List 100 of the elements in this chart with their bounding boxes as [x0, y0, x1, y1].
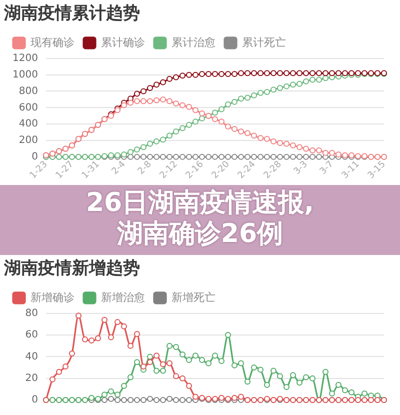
- point: [147, 154, 153, 160]
- chart-title: 湖南疫情累计趋势: [3, 4, 140, 24]
- point: [270, 138, 276, 144]
- point: [134, 154, 140, 160]
- point: [173, 100, 179, 107]
- point: [166, 76, 172, 82]
- point: [225, 101, 231, 108]
- point: [88, 337, 94, 344]
- point: [180, 72, 186, 79]
- point: [244, 70, 250, 76]
- point: [303, 78, 309, 84]
- point: [296, 154, 302, 160]
- y-tick-label: 20: [25, 372, 38, 384]
- point: [121, 382, 127, 389]
- point: [290, 70, 296, 76]
- point: [310, 76, 316, 83]
- point: [69, 350, 75, 356]
- point: [88, 394, 94, 401]
- point: [322, 150, 328, 156]
- point: [316, 76, 322, 83]
- point: [186, 104, 192, 110]
- point: [218, 118, 224, 125]
- point: [154, 368, 160, 374]
- point: [166, 342, 172, 349]
- point: [186, 154, 192, 160]
- point: [206, 360, 212, 366]
- point: [50, 376, 56, 382]
- point: [108, 388, 114, 394]
- point: [270, 154, 276, 160]
- point: [114, 397, 120, 403]
- point: [147, 359, 153, 366]
- legend-label: 累计治愈: [172, 36, 216, 49]
- point: [270, 70, 276, 76]
- text: 26日湖南疫情速报,湖南确诊26例: [84, 188, 316, 250]
- point: [173, 373, 179, 380]
- point: [76, 312, 82, 319]
- point: [238, 96, 244, 102]
- point: [128, 342, 134, 349]
- point: [154, 154, 160, 160]
- point: [232, 126, 238, 132]
- point: [102, 397, 108, 403]
- point: [310, 154, 316, 160]
- point: [147, 140, 153, 147]
- legend-label: 现有确诊: [30, 36, 74, 49]
- point: [212, 71, 218, 77]
- point: [232, 362, 238, 368]
- point: [212, 352, 218, 359]
- point: [95, 335, 101, 342]
- point: [342, 70, 348, 76]
- point: [173, 74, 179, 80]
- point: [154, 138, 160, 144]
- point: [264, 136, 270, 142]
- point: [251, 70, 257, 76]
- point: [238, 128, 244, 134]
- point: [199, 71, 205, 77]
- chart-title: 湖南疫情新增趋势: [3, 258, 140, 279]
- point: [212, 116, 218, 122]
- legend-label: 累计确诊: [101, 36, 145, 49]
- point: [128, 397, 134, 403]
- point: [322, 75, 328, 82]
- point: [225, 154, 231, 160]
- point: [128, 374, 134, 380]
- point: [180, 154, 186, 160]
- point: [342, 387, 348, 394]
- point: [258, 90, 264, 96]
- point: [303, 146, 309, 152]
- point: [173, 344, 179, 350]
- point: [140, 98, 146, 104]
- y-tick-label: 200: [18, 135, 38, 146]
- point: [102, 392, 108, 398]
- point: [180, 352, 186, 358]
- point: [251, 364, 257, 371]
- point: [277, 373, 283, 380]
- point: [277, 70, 283, 76]
- point: [244, 378, 250, 385]
- point: [166, 360, 172, 366]
- point: [121, 102, 127, 108]
- point: [251, 154, 257, 160]
- point: [192, 118, 198, 125]
- point: [121, 323, 127, 330]
- point: [336, 151, 342, 158]
- y-tick-label: 80: [25, 308, 38, 319]
- point: [160, 368, 166, 374]
- point: [212, 154, 218, 160]
- point: [134, 90, 140, 97]
- point: [336, 382, 342, 388]
- point: [258, 70, 264, 76]
- point: [212, 110, 218, 116]
- point: [147, 396, 153, 402]
- point: [362, 390, 368, 397]
- point: [258, 154, 264, 160]
- point: [284, 154, 290, 160]
- legend-label: 新增确诊: [30, 290, 74, 304]
- point: [316, 154, 322, 160]
- y-tick-label: 600: [18, 102, 38, 114]
- point: [147, 98, 153, 104]
- point: [270, 86, 276, 93]
- point: [316, 70, 322, 76]
- point: [186, 397, 192, 403]
- point: [218, 358, 224, 364]
